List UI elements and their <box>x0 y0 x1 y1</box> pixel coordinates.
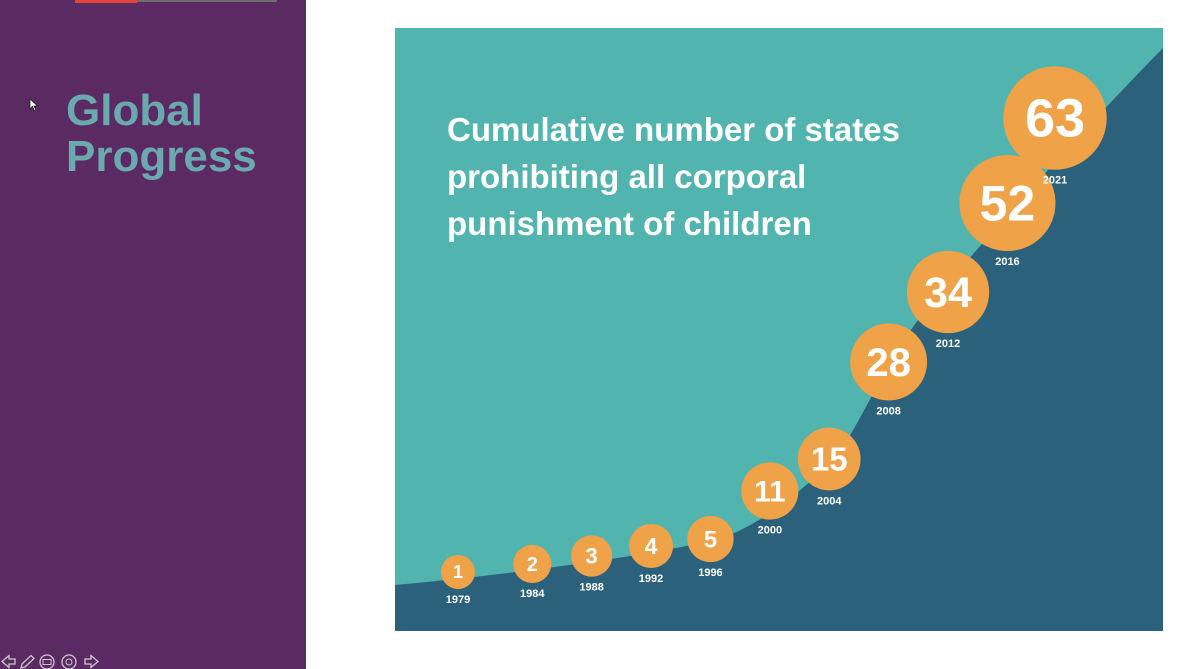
marker-circle <box>570 535 613 577</box>
slide-sidebar: Global Progress <box>0 0 306 669</box>
value-label: 5 <box>704 526 717 553</box>
value-label: 63 <box>1025 89 1085 149</box>
mouse-cursor-icon <box>29 98 39 112</box>
pen-icon[interactable] <box>18 654 36 669</box>
data-point-2004: 15 2004 <box>797 427 861 507</box>
year-label: 1988 <box>579 582 603 594</box>
chart-plot: 1197921984319884199251996112000152004282… <box>395 48 1163 631</box>
data-point-2016: 52 2016 <box>959 154 1056 268</box>
year-label: 2012 <box>936 338 960 350</box>
value-label: 34 <box>924 269 972 317</box>
year-label: 1996 <box>698 567 722 579</box>
value-label: 28 <box>866 341 911 385</box>
year-label: 2008 <box>876 405 900 417</box>
chart-title-line-2: prohibiting all corporal <box>447 158 807 195</box>
marker-circle <box>850 323 928 401</box>
slide-title-line-2: Progress <box>66 132 257 181</box>
data-point-2000: 11 2000 <box>741 462 799 537</box>
data-point-1992: 4 1992 <box>629 524 674 585</box>
value-label: 3 <box>586 543 598 568</box>
data-point-2021: 63 2021 <box>1003 66 1107 187</box>
year-label: 2004 <box>817 495 842 507</box>
marker-circle <box>687 515 734 563</box>
value-label: 52 <box>980 175 1036 231</box>
presentation-toolbar <box>0 654 110 669</box>
slide-title: Global Progress <box>66 88 257 180</box>
area-series <box>395 48 1163 631</box>
marker-circle <box>441 555 475 589</box>
marker-circle <box>1003 66 1107 170</box>
year-label: 2021 <box>1043 175 1067 187</box>
year-label: 2000 <box>758 525 782 537</box>
slides-icon[interactable] <box>38 654 56 669</box>
value-label: 15 <box>811 440 848 477</box>
data-point-1988: 3 1988 <box>570 535 613 594</box>
slide-title-line-1: Global <box>66 86 203 135</box>
chart-card: 1 1979 2 1984 3 1988 4 1992 5 1996 11 2000 15 2004 28 2… <box>395 28 1163 631</box>
data-point-1979: 1 1979 <box>441 555 475 606</box>
red-tab-indicator <box>75 0 137 3</box>
marker-circle <box>741 462 799 520</box>
year-label: 1979 <box>446 594 470 606</box>
marker-circle <box>513 544 552 584</box>
year-label: 2016 <box>995 256 1019 268</box>
chart-title-line-3: punishment of children <box>447 205 812 242</box>
value-label: 11 <box>754 475 786 508</box>
data-point-1996: 5 1996 <box>687 515 734 579</box>
previous-arrow-icon[interactable] <box>0 654 18 669</box>
chart-title: Cumulative number of states prohibiting … <box>447 106 1007 247</box>
next-arrow-icon[interactable] <box>82 654 100 669</box>
value-label: 4 <box>645 533 658 559</box>
data-point-2008: 28 2008 <box>850 323 928 417</box>
marker-circle <box>629 524 674 568</box>
year-label: 1992 <box>639 573 663 585</box>
zoom-icon[interactable] <box>60 654 78 669</box>
marker-circle <box>797 427 861 491</box>
gray-tab-indicator <box>137 0 277 2</box>
value-label: 2 <box>527 554 538 576</box>
marker-circle <box>959 154 1056 252</box>
data-point-1984: 2 1984 <box>513 544 552 600</box>
chart-title-line-1: Cumulative number of states <box>447 111 900 148</box>
marker-circle <box>906 250 990 334</box>
data-point-2012: 34 2012 <box>906 250 990 350</box>
year-label: 1984 <box>520 588 545 600</box>
value-label: 1 <box>453 562 463 582</box>
